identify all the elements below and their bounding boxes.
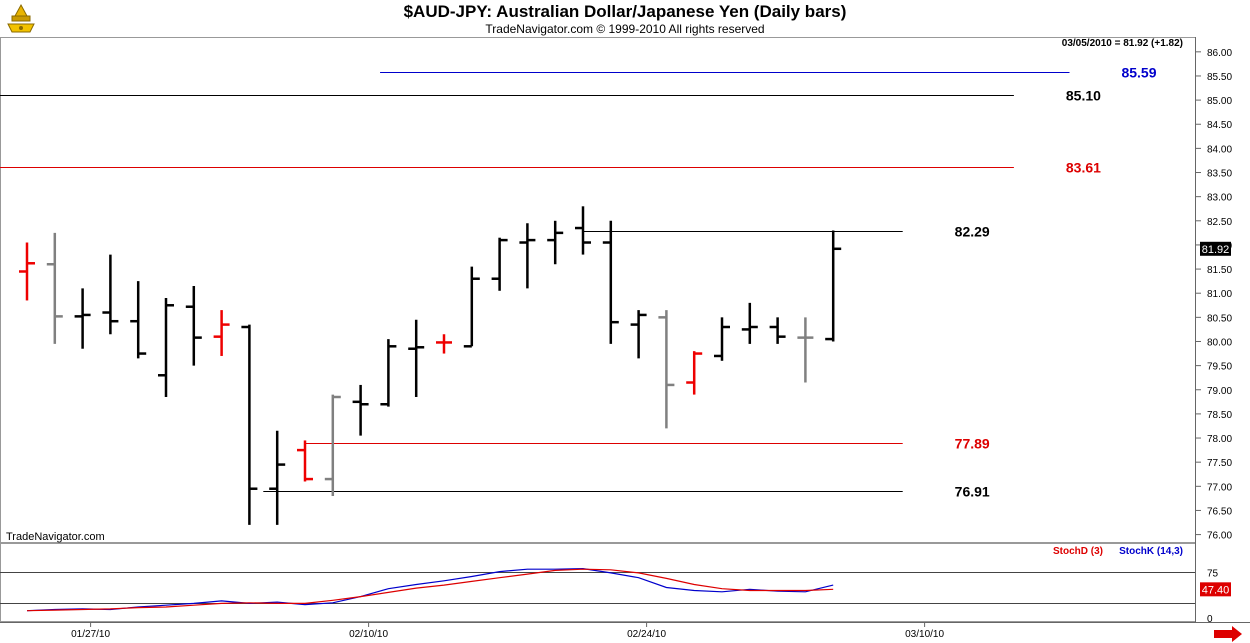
ohlc-bar [602, 220, 619, 344]
stoch-tick-label: 75 [1207, 568, 1219, 579]
ohlc-bars [19, 206, 842, 525]
stoch-d-last-tag [1200, 582, 1231, 597]
y-tick-label: 83.00 [1207, 193, 1232, 204]
y-tick-label: 80.00 [1207, 337, 1232, 348]
ohlc-bar [463, 266, 480, 348]
x-tick-label: 03/10/10 [905, 629, 944, 640]
ohlc-bar [547, 220, 564, 265]
stoch-panel-frame [0, 543, 1196, 622]
ohlc-bar [324, 394, 341, 496]
ohlc-bar [769, 317, 786, 344]
stoch-k-legend: StochK (14,3) [1119, 546, 1183, 557]
y-tick-label: 84.50 [1207, 120, 1232, 131]
ohlc-bar [130, 281, 147, 359]
ohlc-bar [380, 339, 397, 407]
ohlc-bar [825, 230, 842, 342]
watermark-label: TradeNavigator.com [6, 531, 105, 543]
x-tick-label: 01/27/10 [71, 629, 110, 640]
level-label-85.10: 85.10 [1066, 88, 1101, 104]
y-tick-label: 81.00 [1207, 289, 1232, 300]
y-tick-label: 84.00 [1207, 144, 1232, 155]
price-panel-frame [0, 37, 1196, 543]
y-tick-label: 82.50 [1207, 217, 1232, 228]
ohlc-bar [436, 334, 452, 354]
y-tick-label: 83.50 [1207, 169, 1232, 180]
y-tick-label: 76.00 [1207, 531, 1232, 542]
y-tick-label: 78.50 [1207, 410, 1232, 421]
level-label-76.91: 76.91 [955, 484, 990, 500]
stoch-d-line [26, 568, 834, 612]
ohlc-bar [158, 298, 174, 397]
ohlc-bar [741, 302, 758, 344]
ohlc-bar [658, 310, 675, 429]
y-tick-label: 85.00 [1207, 96, 1232, 107]
ohlc-bar [491, 237, 508, 291]
tradenavigator-logo-icon [7, 3, 35, 33]
y-tick-label: 79.50 [1207, 362, 1232, 373]
ohlc-bar [686, 351, 703, 395]
x-tick-label: 02/10/10 [349, 629, 388, 640]
ohlc-bar [74, 288, 91, 349]
ohlc-bar [46, 232, 63, 344]
y-tick-label: 76.50 [1207, 506, 1232, 517]
scroll-right-arrow-icon[interactable] [1214, 626, 1242, 642]
horizontal-levels: 85.59 85.10 83.61 82.29 77.89 76.91 [0, 65, 1157, 500]
ohlc-bar [408, 319, 425, 397]
ohlc-bar [185, 285, 202, 366]
stoch-d-legend: StochD (3) [1053, 546, 1103, 557]
stochastic-indicator: 75 0 47.40 [0, 567, 1231, 625]
y-tick-label: 81.50 [1207, 265, 1232, 276]
x-axis-ticks: 01/27/10 02/10/10 02/24/10 03/10/10 [71, 622, 944, 640]
last-price-tag [1200, 241, 1231, 256]
stoch-k-line [26, 567, 834, 612]
ohlc-bar [19, 242, 35, 301]
last-price-label: 81.92 [1202, 244, 1230, 256]
ohlc-bar [630, 310, 647, 359]
chart-title: $AUD-JPY: Australian Dollar/Japanese Yen… [403, 2, 847, 21]
level-label-85.59: 85.59 [1121, 65, 1156, 81]
y-tick-label: 80.50 [1207, 313, 1232, 324]
y-tick-label: 79.00 [1207, 386, 1232, 397]
ohlc-bar [213, 310, 230, 356]
chart-subtitle: TradeNavigator.com © 1999-2010 All right… [485, 22, 765, 36]
level-label-77.89: 77.89 [955, 436, 990, 452]
y-tick-label: 86.00 [1207, 48, 1232, 59]
ohlc-bar [102, 254, 119, 335]
ohlc-bar [297, 440, 313, 482]
y-axis-ticks: 86.00 85.50 85.00 84.50 84.00 83.50 83.00 82.50… [1195, 48, 1232, 542]
y-tick-label: 78.00 [1207, 434, 1232, 445]
ohlc-bar [797, 317, 814, 383]
y-tick-label: 77.00 [1207, 482, 1232, 493]
ohlc-bar [241, 324, 258, 525]
ohlc-bar [714, 317, 730, 361]
date-value-readout: 03/05/2010 = 81.92 (+1.82) [1062, 38, 1183, 49]
ohlc-bar [575, 206, 591, 255]
ohlc-bar [269, 430, 286, 525]
ohlc-bar [519, 223, 536, 289]
level-label-82.29: 82.29 [955, 224, 990, 240]
level-label-83.61: 83.61 [1066, 160, 1101, 176]
y-tick-label: 85.50 [1207, 72, 1232, 83]
x-tick-label: 02/24/10 [627, 629, 666, 640]
y-tick-label: 77.50 [1207, 458, 1232, 469]
stoch-tick-label: 0 [1207, 614, 1213, 625]
stoch-d-last-label: 47.40 [1202, 584, 1230, 596]
ohlc-bar [352, 384, 369, 436]
